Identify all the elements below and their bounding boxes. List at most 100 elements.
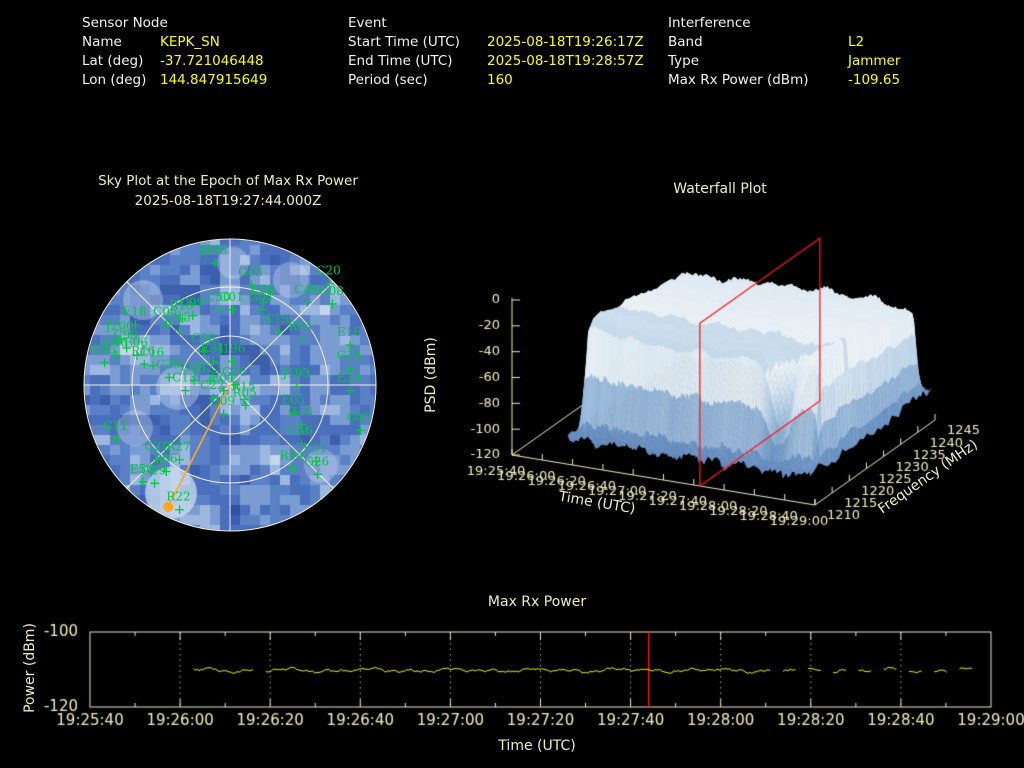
satellite-marker-icon [208, 393, 218, 403]
azimuth-spoke [126, 281, 231, 386]
satellite-label: C50 [206, 290, 230, 304]
satellite-label: E16 [337, 325, 361, 339]
header-label: Lat (deg) [82, 53, 144, 69]
satellite-marker-icon [313, 469, 323, 479]
header-value: 144.847915649 [160, 72, 268, 88]
waterfall-title: Waterfall Plot [673, 181, 767, 197]
satellite-marker-icon [189, 375, 199, 385]
satellite-label: C46 [288, 424, 312, 438]
satellite-label: G11 [103, 419, 128, 433]
header-group-title: Sensor Node [82, 15, 168, 31]
satellite-marker-icon [161, 467, 171, 476]
satellite-marker-icon [175, 455, 185, 465]
header-value: -109.65 [848, 72, 901, 88]
satellite-marker-icon [258, 297, 268, 307]
satellite-label: C22 [200, 378, 224, 392]
satellite-label: G06 [103, 335, 128, 349]
satellite-label: G29 [141, 463, 166, 477]
satellite-marker-icon [273, 327, 283, 337]
satellite-marker-icon [180, 386, 190, 396]
satellite-marker-icon [161, 320, 171, 329]
satellite-marker-icon [175, 325, 185, 335]
satellite-marker-icon [297, 419, 307, 429]
azimuth-spoke [229, 281, 334, 386]
header-label: End Time (UTC) [348, 53, 453, 69]
header-row: Lat (deg) -37.721046448 [82, 53, 264, 70]
satellite-marker-icon [148, 361, 158, 371]
satellite-marker-icon [100, 358, 110, 368]
satellite-marker-icon [200, 346, 210, 356]
satellite-label: R27 [166, 440, 190, 454]
satellite-marker-icon [227, 305, 237, 315]
satellite-label: G16 [288, 404, 313, 418]
satellite-label: G05 [91, 343, 116, 357]
satellite-label: G09 [210, 394, 235, 408]
satellite-marker-icon [302, 297, 312, 307]
satellite-marker-icon [297, 439, 307, 449]
satellite-marker-icon [345, 364, 355, 374]
satellite-marker-icon [345, 386, 355, 396]
satellite-label: J196 [216, 341, 246, 355]
satellite-label: R06 [153, 452, 177, 466]
header-row: Type Jammer [668, 53, 900, 70]
sky-plot-title: Sky Plot at the Epoch of Max Rx Power [98, 173, 358, 189]
satellite-label: C99 [113, 328, 137, 342]
satellite-label: J193 [280, 366, 310, 380]
epoch-direction-line [167, 384, 231, 508]
header-label: Band [668, 34, 703, 50]
satellite-label: C19 [265, 312, 289, 326]
satellite-marker-icon [241, 400, 251, 410]
header-label: Name [82, 34, 122, 50]
header-row: Name KEPK_SN [82, 34, 220, 51]
satellite-marker-icon [138, 477, 148, 487]
satellite-label: E34 [200, 341, 224, 355]
satellite-label: C13 [172, 371, 196, 385]
satellite-label: R14 [280, 449, 305, 463]
satellite-label: E31 [303, 441, 327, 455]
satellite-label: R05 [233, 385, 257, 399]
satellite-label: R10 [169, 299, 193, 313]
header-value: KEPK_SN [160, 34, 220, 50]
satellite-label: R04 [288, 319, 313, 333]
satellite-marker-icon [153, 455, 162, 465]
satellite-marker-icon [208, 356, 218, 366]
satellite-marker-icon [292, 381, 302, 391]
satellite-label: C48 [294, 282, 318, 296]
satellite-label: C45 [166, 310, 190, 324]
satellite-label: C38 [191, 331, 215, 345]
header-row: End Time (UTC) 2025-08-18T19:28:57Z [348, 53, 644, 70]
satellite-label: E24 [337, 371, 361, 385]
satellite-marker-icon [297, 334, 307, 344]
satellite-label: R15 [231, 379, 255, 393]
satellite-label: G14 [337, 349, 362, 363]
satellite-label: C08 [181, 360, 205, 374]
satellite-label: C09 [180, 296, 204, 310]
satellite-marker-icon [219, 409, 229, 419]
satellite-marker-icon [239, 394, 249, 404]
satellite-label: C16 [140, 346, 164, 360]
header-row: Lon (deg) 144.847915649 [82, 72, 267, 89]
satellite-marker-icon [111, 434, 121, 444]
satellite-marker-icon [214, 305, 224, 315]
satellite-label: G04 [248, 290, 273, 304]
satellite-label: C20 [316, 263, 340, 277]
satellite-label: G36 [222, 365, 247, 379]
header-label: Max Rx Power (dBm) [668, 72, 809, 88]
satellite-label: C21 [144, 440, 168, 454]
header-value: 160 [487, 72, 513, 88]
satellite-marker-icon [324, 278, 334, 288]
satellite-marker-icon [177, 314, 187, 324]
satellite-label: J195 [198, 243, 228, 257]
satellite-marker-icon [116, 334, 126, 344]
epoch-position-dot [163, 502, 174, 513]
satellite-label: R16 [131, 344, 155, 358]
satellite-marker-icon [164, 372, 174, 382]
satellite-label: C01 [219, 290, 243, 304]
timeseries-canvas [0, 588, 1024, 768]
satellite-label: E18 [122, 305, 146, 319]
satellite-marker-icon [355, 425, 365, 435]
satellite-label: G08 [319, 284, 344, 298]
header-row: Period (sec) 160 [348, 72, 513, 89]
satellite-marker-icon [311, 456, 321, 466]
